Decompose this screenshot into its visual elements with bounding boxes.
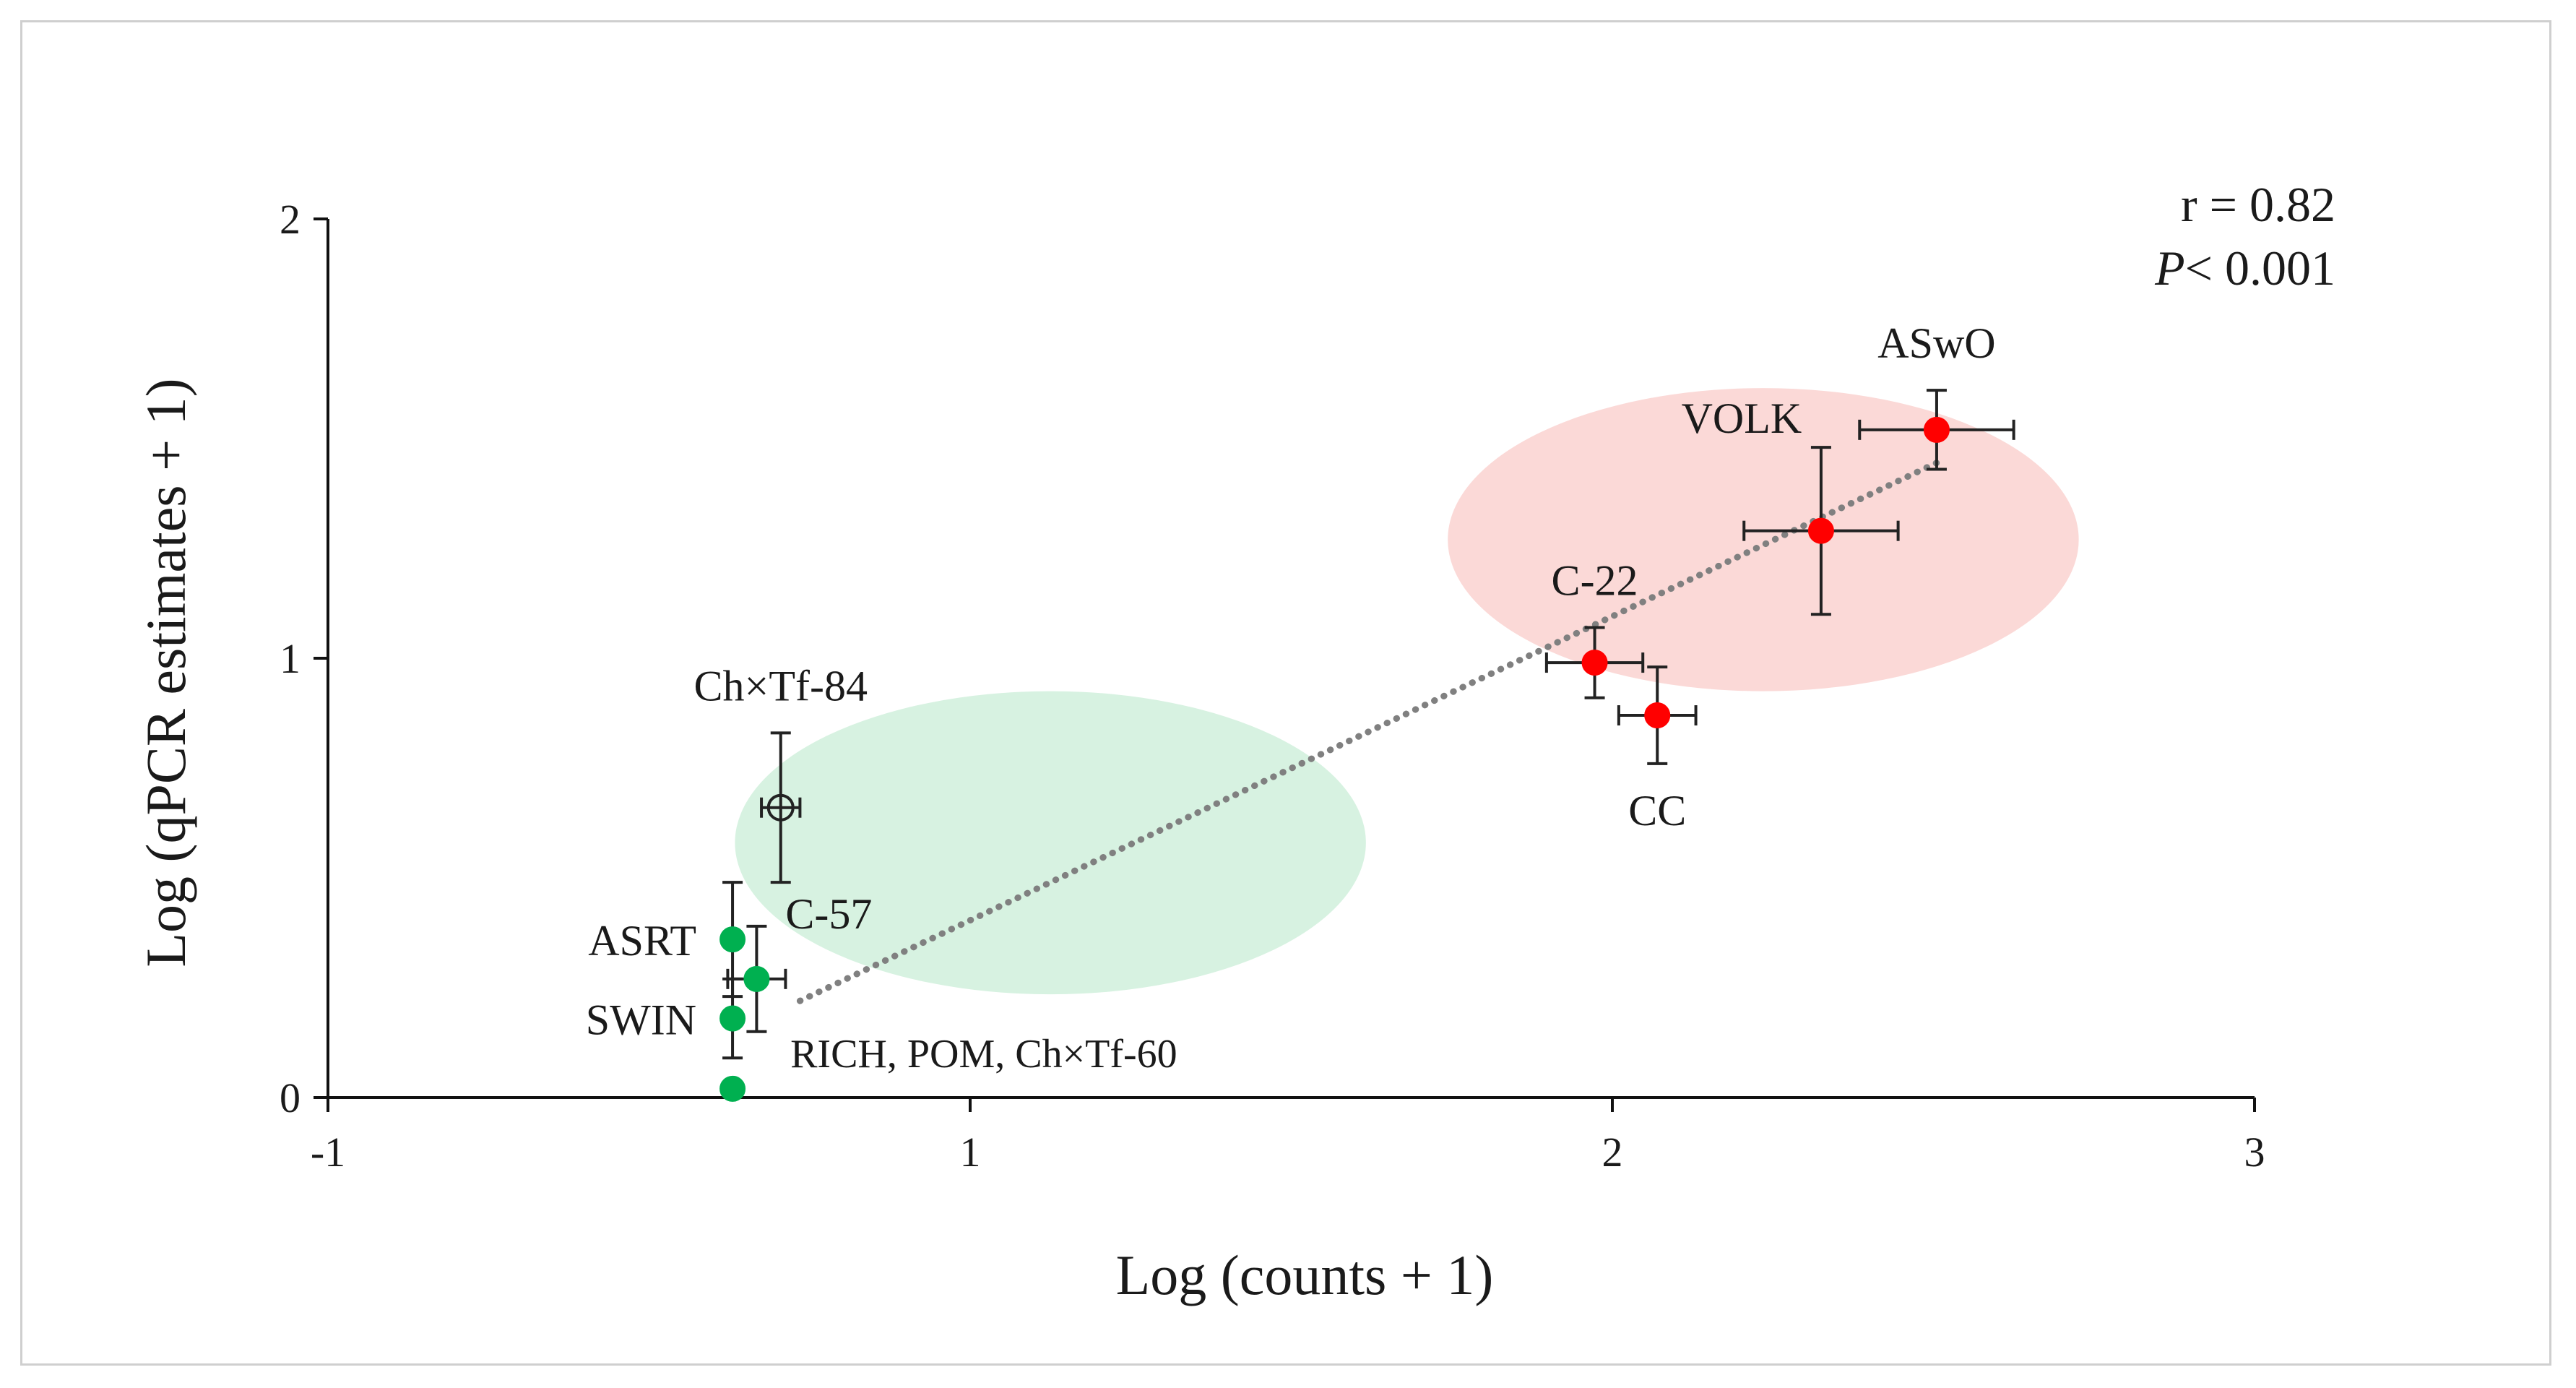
point-label-asrt: ASRT: [588, 917, 696, 965]
point-label-volk: VOLK: [1682, 395, 1802, 442]
point-label-aswo: ASwO: [1877, 319, 1995, 367]
point-marker[interactable]: [719, 926, 746, 953]
point-marker[interactable]: [719, 1005, 746, 1032]
p-value: < 0.001: [2185, 241, 2335, 296]
y-tick-label: 2: [280, 196, 301, 243]
x-axis-title: Log (counts + 1): [1116, 1243, 1494, 1306]
data-points: [719, 389, 2015, 1102]
point-label-c-22: C-22: [1552, 556, 1638, 604]
y-axis-title: Log (qPCR estimates + 1): [134, 378, 197, 967]
x-tick-label: 2: [1602, 1129, 1623, 1176]
group-ellipse-2: [1448, 388, 2079, 691]
trendline-layer: [796, 457, 1945, 1004]
group-ellipses: [735, 388, 2079, 995]
data-point-c-57: [726, 924, 787, 1033]
data-point-asrt: [719, 881, 746, 999]
data-point-c-22: [1544, 626, 1645, 699]
point-marker[interactable]: [1581, 650, 1608, 676]
data-point-volk: [1742, 446, 1900, 616]
data-point-cc: [1617, 665, 1698, 765]
data-point-rich-pom-ch-tf-60: [719, 1075, 746, 1102]
point-label-rich-pom-ch-tf-60: RICH, POM, Ch×Tf-60: [790, 1032, 1177, 1077]
point-label-swin: SWIN: [586, 996, 696, 1044]
p-symbol: P: [2154, 241, 2185, 296]
point-marker[interactable]: [1807, 517, 1834, 544]
point-label-ch-tf-84: Ch×Tf-84: [694, 662, 868, 710]
axes: -1 1 2 3 0 1 2: [280, 196, 2265, 1176]
chart-frame: -1 1 2 3 0 1 2 ASwO VOLK C-22 CC Ch×Tf-84 C-57 ASRT S…: [20, 20, 2551, 1366]
point-marker[interactable]: [1923, 416, 1950, 443]
scatter-chart: -1 1 2 3 0 1 2 ASwO VOLK C-22 CC Ch×Tf-84 C-57 ASRT S…: [134, 177, 2335, 1306]
point-label-c-57: C-57: [785, 890, 872, 938]
point-marker[interactable]: [719, 1075, 746, 1102]
point-marker[interactable]: [766, 793, 795, 822]
point-marker[interactable]: [1644, 702, 1671, 729]
correlation-text: r = 0.82: [2181, 177, 2335, 232]
p-value-text: P< 0.001: [2154, 241, 2335, 296]
y-tick-label: 1: [280, 635, 301, 682]
group-ellipse-1: [735, 691, 1366, 995]
trendline: [796, 457, 1945, 1004]
point-labels: ASwO VOLK C-22 CC Ch×Tf-84 C-57 ASRT SWIN RICH, …: [586, 319, 1996, 1077]
data-point-ch-tf-84: [760, 731, 802, 884]
x-tick-label: 3: [2244, 1129, 2265, 1176]
point-label-cc: CC: [1628, 787, 1686, 835]
data-point-swin: [719, 977, 746, 1060]
x-tick-label: 1: [960, 1129, 981, 1176]
data-point-aswo: [1858, 389, 2015, 471]
x-tick-label: -1: [311, 1129, 345, 1176]
y-tick-label: 0: [280, 1074, 301, 1121]
point-marker[interactable]: [743, 965, 770, 992]
